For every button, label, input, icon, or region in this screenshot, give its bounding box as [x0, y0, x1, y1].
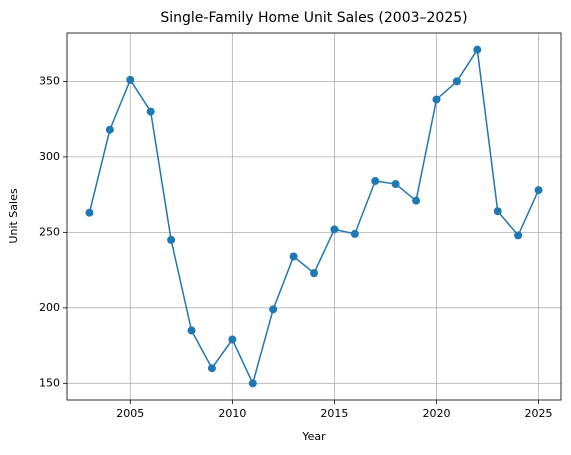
data-point: [391, 180, 400, 189]
x-tick-label: 2025: [525, 407, 553, 420]
x-tick-label: 2015: [320, 407, 348, 420]
x-tick-label: 2010: [218, 407, 246, 420]
data-point: [330, 225, 339, 234]
data-point: [473, 45, 482, 54]
data-line: [88, 47, 540, 386]
y-tick-label: 200: [39, 301, 60, 314]
data-point: [207, 364, 216, 373]
x-tick-label: 2005: [116, 407, 144, 420]
data-point: [289, 252, 298, 261]
data-point: [228, 335, 237, 344]
data-point: [85, 208, 94, 217]
chart-title: Single-Family Home Unit Sales (2003–2025…: [160, 10, 467, 26]
data-point: [146, 107, 155, 116]
data-point: [269, 305, 278, 314]
data-point: [167, 235, 176, 244]
data-point: [514, 231, 523, 240]
data-point: [371, 177, 380, 186]
y-tick-label: 150: [39, 376, 60, 389]
y-tick-label: 300: [39, 150, 60, 163]
y-axis-label: Unit Sales: [7, 188, 20, 243]
data-point: [126, 75, 135, 84]
data-point: [350, 229, 359, 238]
x-axis-label: Year: [301, 430, 326, 443]
data-point: [493, 207, 502, 216]
data-point: [452, 77, 461, 86]
data-point: [105, 125, 114, 134]
x-tick-label: 2020: [422, 407, 450, 420]
y-tick-label: 250: [39, 225, 60, 238]
y-tick-label: 350: [39, 74, 60, 87]
data-point: [187, 326, 196, 335]
data-point: [432, 95, 441, 104]
data-point: [248, 379, 257, 388]
data-point: [310, 269, 318, 278]
data-point: [534, 186, 543, 195]
data-point: [412, 196, 421, 205]
plot-frame: [66, 32, 562, 401]
